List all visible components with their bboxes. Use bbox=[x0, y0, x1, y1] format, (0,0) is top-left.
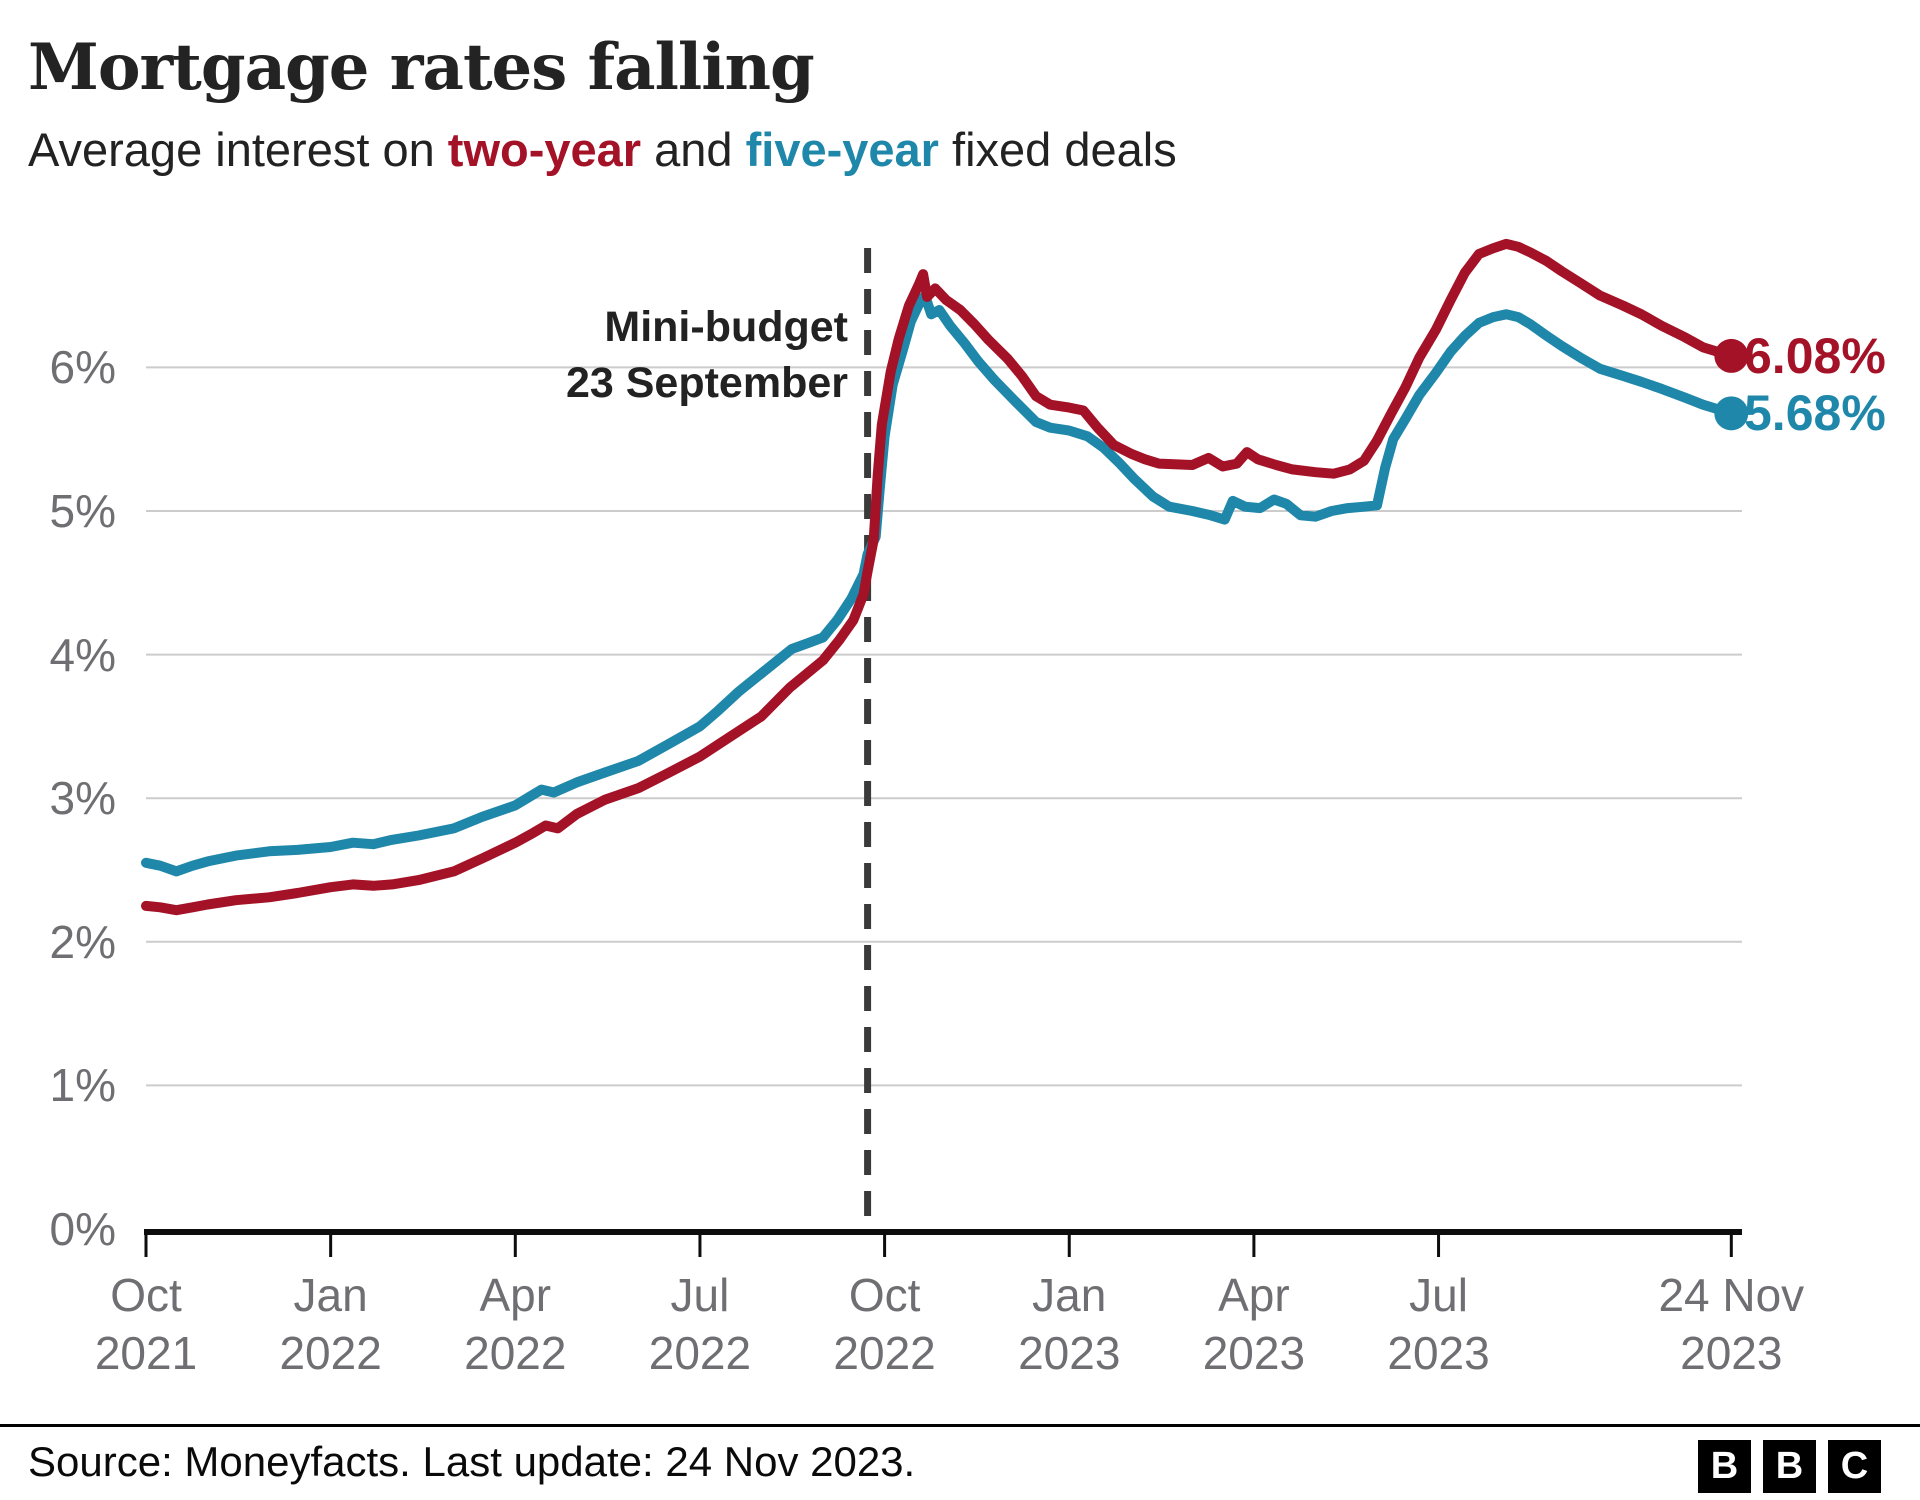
x-axis-label: Apr 2022 bbox=[464, 1269, 567, 1379]
x-axis-label: Jan 2023 bbox=[1018, 1269, 1121, 1379]
annotation-line2: 23 September bbox=[565, 358, 848, 407]
page-title: Mortgage rates falling bbox=[28, 30, 815, 105]
subtitle-and: and bbox=[641, 123, 746, 176]
bbc-logo-block: B bbox=[1763, 1440, 1816, 1493]
end-label-five-year: 5.68% bbox=[1744, 385, 1886, 442]
y-axis-label: 0% bbox=[49, 1203, 116, 1255]
end-label-two-year: 6.08% bbox=[1744, 327, 1886, 384]
end-dot-five-year bbox=[1714, 396, 1749, 431]
mini-budget-annotation: Mini-budget 23 September bbox=[388, 300, 848, 412]
y-axis-label: 5% bbox=[49, 485, 116, 537]
x-axis-label: Oct 2022 bbox=[833, 1269, 936, 1379]
series-line-five-year bbox=[141, 290, 1737, 877]
source-caption: Source: Moneyfacts. Last update: 24 Nov … bbox=[28, 1438, 916, 1485]
x-axis-label: Apr 2023 bbox=[1202, 1269, 1306, 1379]
subtitle-suffix: fixed deals bbox=[938, 123, 1177, 176]
x-axis-label: Jul 2022 bbox=[648, 1269, 752, 1379]
series-line-two-year bbox=[141, 238, 1737, 916]
subtitle-prefix: Average interest on bbox=[28, 123, 448, 176]
end-dot-two-year bbox=[1714, 338, 1749, 373]
x-axis-label: 24 Nov 2023 bbox=[1658, 1269, 1805, 1379]
bbc-logo-block: B bbox=[1698, 1440, 1751, 1493]
legend-five-year: five-year bbox=[745, 123, 939, 176]
chart-subtitle: Average interest on two-year and five-ye… bbox=[28, 122, 1177, 177]
x-axis-label: Jan 2022 bbox=[279, 1269, 382, 1379]
y-axis-label: 1% bbox=[49, 1059, 116, 1112]
x-axis-label: Oct 2021 bbox=[94, 1269, 198, 1379]
y-axis-label: 6% bbox=[49, 341, 116, 394]
footer-divider bbox=[0, 1424, 1920, 1427]
y-axis-label: 2% bbox=[49, 915, 116, 968]
bbc-logo-block: C bbox=[1828, 1440, 1881, 1493]
y-axis-label: 3% bbox=[49, 772, 116, 825]
x-axis-label: Jul 2023 bbox=[1387, 1269, 1490, 1379]
annotation-line1: Mini-budget bbox=[604, 303, 848, 351]
y-axis-label: 4% bbox=[49, 628, 116, 681]
legend-two-year: two-year bbox=[447, 123, 642, 176]
